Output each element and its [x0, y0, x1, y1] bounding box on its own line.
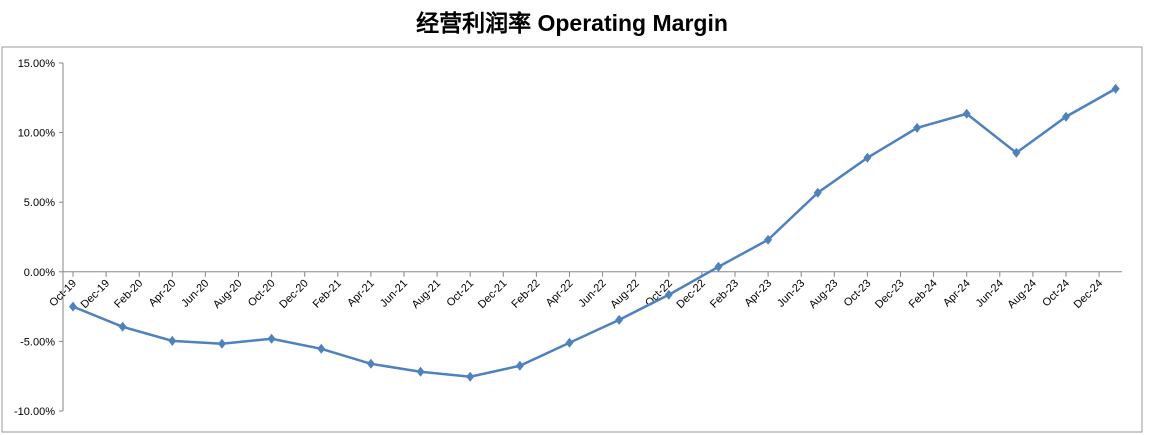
marker — [1062, 111, 1070, 122]
x-tick-label: Apr-23 — [742, 277, 774, 309]
x-tick-label: Apr-21 — [345, 277, 377, 309]
marker — [69, 301, 77, 312]
marker — [515, 360, 524, 371]
marker — [1012, 147, 1021, 158]
x-tick-label: Feb-22 — [509, 277, 542, 310]
x-tick-label: Feb-23 — [708, 277, 741, 310]
marker — [714, 261, 723, 272]
line — [72, 87, 1117, 379]
x-tick-label: Feb-20 — [112, 277, 145, 310]
x-tick-label: Dec-19 — [79, 277, 113, 311]
x-tick-label: Oct-24 — [1040, 277, 1072, 309]
marker — [813, 187, 822, 198]
marker — [962, 108, 971, 119]
marker — [217, 338, 226, 349]
marker — [664, 289, 673, 300]
x-tick-label: Jun-23 — [775, 277, 807, 309]
x-tick-label: Dec-21 — [476, 277, 510, 311]
x-tick-label: Feb-21 — [311, 277, 344, 310]
marker — [118, 321, 127, 332]
y-tick-label: 15.00% — [18, 58, 56, 70]
x-tick-label: Jun-20 — [179, 277, 211, 309]
marker — [466, 371, 475, 382]
x-tick-label: Jun-21 — [378, 277, 410, 309]
x-tick-label: Apr-22 — [544, 277, 576, 309]
y-tick-label: 0.00% — [24, 267, 55, 279]
x-tick-label: Oct-21 — [444, 277, 476, 309]
x-tick-label: Jun-22 — [576, 277, 608, 309]
x-tick-label: Jun-24 — [974, 277, 1006, 309]
plot-border — [1, 46, 1143, 433]
x-tick-label: Apr-20 — [147, 277, 179, 309]
chart-title: 经营利润率 Operating Margin — [416, 10, 728, 36]
marker — [863, 152, 872, 163]
marker — [1111, 83, 1120, 94]
x-tick-label: Dec-24 — [1072, 277, 1106, 311]
x-tick-label: Aug-24 — [1005, 277, 1039, 311]
marker — [565, 337, 574, 348]
x-tick-label: Aug-23 — [807, 277, 841, 311]
marker — [416, 366, 425, 377]
y-tick-label: -5.00% — [20, 336, 55, 348]
x-tick-label: Feb-24 — [907, 277, 940, 310]
y-tick-label: 5.00% — [24, 197, 55, 209]
x-tick-label: Aug-22 — [608, 277, 642, 311]
y-tick-label: -10.00% — [14, 406, 55, 418]
x-tick-label: Dec-23 — [873, 277, 907, 311]
marker — [913, 122, 922, 133]
x-tick-label: Aug-21 — [410, 277, 444, 311]
marker — [168, 335, 177, 346]
marker — [317, 343, 326, 354]
marker — [366, 358, 375, 369]
x-tick-label: Oct-23 — [842, 277, 874, 309]
x-tick-label: Aug-20 — [211, 277, 245, 311]
marker — [764, 234, 773, 245]
x-tick-label: Apr-24 — [941, 277, 973, 309]
marker — [267, 333, 276, 344]
x-tick-label: Dec-20 — [277, 277, 311, 311]
x-tick-label: Oct-20 — [246, 277, 278, 309]
marker — [615, 314, 624, 325]
y-tick-label: 10.00% — [18, 128, 56, 140]
